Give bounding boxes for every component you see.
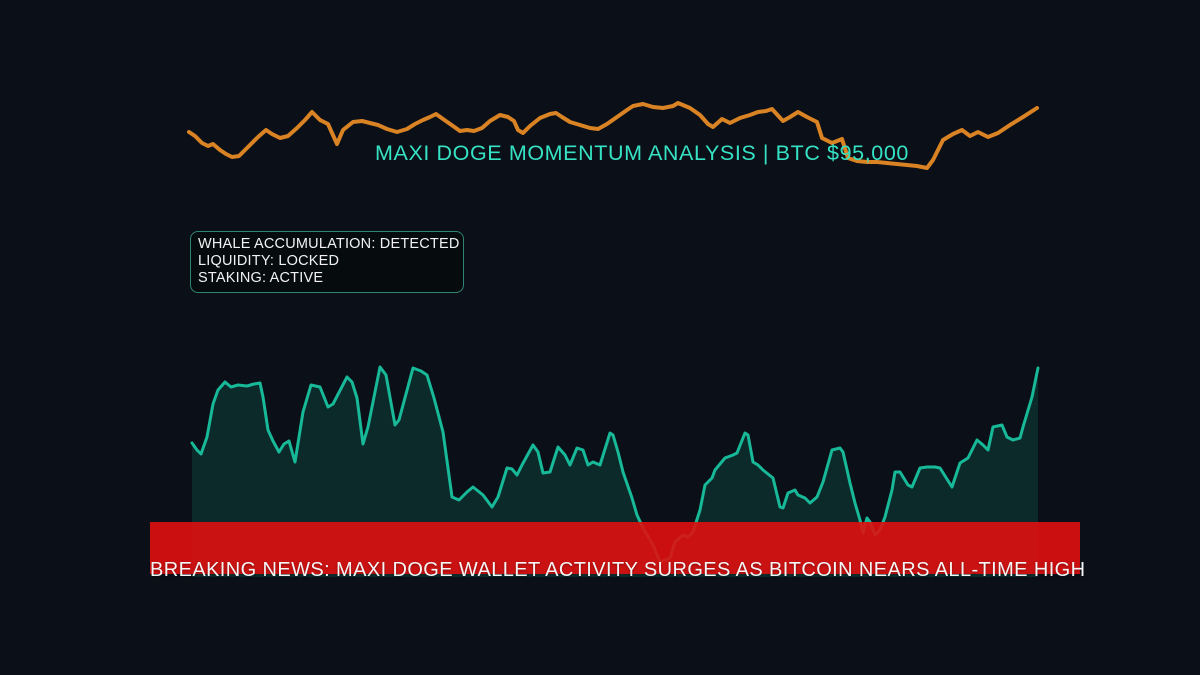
status-box: WHALE ACCUMULATION: DETECTED LIQUIDITY: …	[190, 231, 464, 294]
status-line-staking: STAKING: ACTIVE	[198, 269, 324, 286]
btc-price-sparkline-line	[187, 101, 1039, 170]
wallet-activity-line	[190, 365, 1040, 564]
breaking-news-text: BREAKING NEWS: MAXI DOGE WALLET ACTIVITY…	[150, 559, 1086, 581]
status-line-liquidity: LIQUIDITY: LOCKED	[198, 252, 340, 269]
breaking-news-banner	[150, 522, 1080, 574]
momentum-analysis-title: MAXI DOGE MOMENTUM ANALYSIS | BTC $95,00…	[375, 141, 909, 165]
status-line-whale-accumulation: WHALE ACCUMULATION: DETECTED	[198, 236, 460, 252]
